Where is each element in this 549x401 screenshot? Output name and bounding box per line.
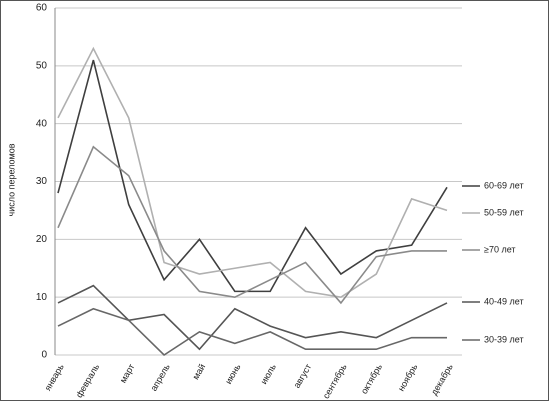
legend-label: 30-39 лет [484, 334, 524, 344]
y-axis-label: число переломов [6, 143, 16, 216]
y-tick-label: 30 [36, 176, 48, 187]
series-line [57, 46, 448, 299]
series-line [57, 307, 447, 357]
series-line [57, 284, 448, 351]
legend-label: 40-49 лет [484, 296, 524, 306]
y-tick-label: 60 [36, 3, 48, 14]
y-tick-label: 10 [36, 292, 48, 303]
y-tick-label: 0 [41, 350, 47, 361]
y-tick-label: 20 [36, 234, 48, 245]
legend-label: 60-69 лет [484, 180, 524, 190]
y-tick-label: 40 [36, 118, 48, 129]
legend-label: ≥70 лет [484, 244, 516, 254]
series-line [57, 59, 448, 293]
series-line [57, 145, 447, 305]
y-tick-label: 50 [36, 60, 48, 71]
legend-label: 50-59 лет [484, 207, 524, 217]
